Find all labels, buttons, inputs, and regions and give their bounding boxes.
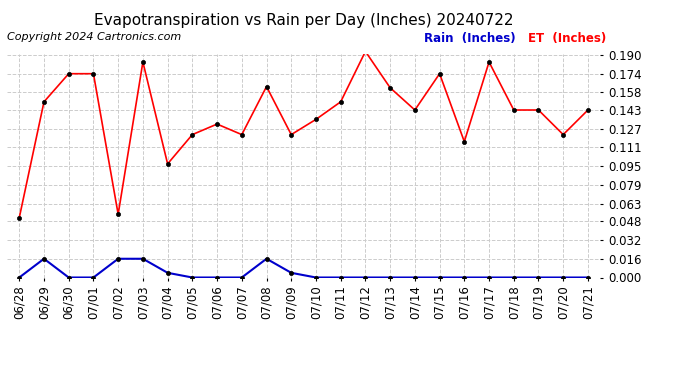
Text: Copyright 2024 Cartronics.com: Copyright 2024 Cartronics.com [7,32,181,42]
Text: ET  (Inches): ET (Inches) [528,32,606,45]
Text: Rain  (Inches): Rain (Inches) [424,32,516,45]
Text: Evapotranspiration vs Rain per Day (Inches) 20240722: Evapotranspiration vs Rain per Day (Inch… [94,13,513,28]
